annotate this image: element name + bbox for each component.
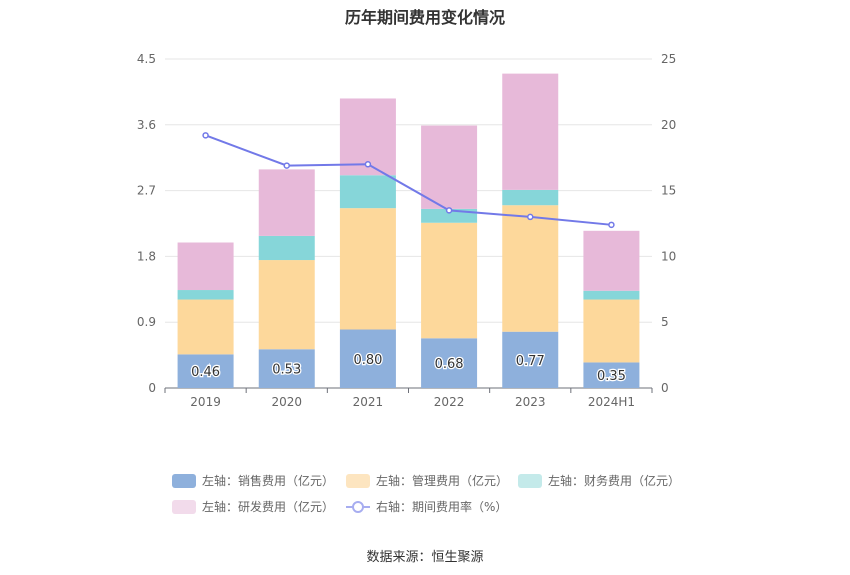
right-axis-tick-label: 5 <box>661 315 669 329</box>
legend-label-finance: 左轴：财务费用（亿元） <box>548 474 681 488</box>
bar-finance <box>339 175 396 209</box>
bar-rnd <box>258 169 315 236</box>
bar-finance <box>258 235 315 261</box>
legend-label-expense-ratio: 右轴：期间费用率（%） <box>376 500 508 514</box>
bar-admin <box>421 222 478 339</box>
x-axis-tick-label: 2020 <box>271 395 302 409</box>
expense-ratio-point <box>202 132 209 139</box>
bar-data-label: 0.35 <box>597 369 626 384</box>
expense-ratio-point <box>364 161 372 168</box>
legend-item-finance[interactable]: 左轴：财务费用（亿元） <box>518 472 680 489</box>
legend-label-rnd: 左轴：研发费用（亿元） <box>202 500 335 514</box>
legend-swatch-admin <box>346 473 370 488</box>
legend-swatch-rnd <box>172 499 196 514</box>
bar-sales <box>177 354 234 388</box>
left-axis-tick-label: 4.5 <box>137 52 156 66</box>
x-axis-tick-label: 2022 <box>434 395 465 409</box>
left-axis-tick-label: 2.7 <box>137 184 156 198</box>
bar-sales <box>583 362 640 388</box>
left-axis-tick-label: 1.8 <box>137 249 156 263</box>
bar-sales <box>258 349 315 388</box>
bar-admin <box>258 260 315 350</box>
right-axis-tick-label: 0 <box>661 381 669 395</box>
bar-data-label: 0.46 <box>191 365 220 380</box>
bar-admin <box>339 208 396 330</box>
bar-data-label: 0.80 <box>353 353 382 368</box>
data-source: 数据来源：恒生聚源 <box>366 550 484 565</box>
bar-finance <box>502 189 559 206</box>
right-axis-tick-label: 10 <box>661 249 676 263</box>
bar-admin <box>583 299 640 363</box>
bar-sales <box>502 331 559 388</box>
bar-rnd <box>583 230 640 291</box>
legend-item-expense-ratio[interactable]: 右轴：期间费用率（%） <box>346 498 507 515</box>
bar-rnd <box>177 242 234 291</box>
bar-rnd <box>502 73 559 190</box>
expense-ratio-point <box>445 207 453 214</box>
bar-data-label: 0.53 <box>272 363 301 378</box>
bar-admin <box>502 205 559 332</box>
legend-label-admin: 左轴：管理费用（亿元） <box>376 474 509 488</box>
legend-item-sales[interactable]: 左轴：销售费用（亿元） <box>172 472 334 489</box>
legend-label-sales: 左轴：销售费用（亿元） <box>202 474 335 488</box>
right-axis-tick-label: 15 <box>661 184 676 198</box>
legend-swatch-sales <box>172 473 196 488</box>
legend-swatch-finance <box>518 473 542 488</box>
x-axis-tick-label: 2023 <box>515 395 546 409</box>
expense-ratio-point <box>527 213 534 221</box>
chart-title: 历年期间费用变化情况 <box>344 8 505 27</box>
bar-sales <box>339 329 396 388</box>
left-axis-tick-label: 0.9 <box>137 315 156 329</box>
bar-data-label: 0.77 <box>516 354 545 369</box>
expense-ratio-line <box>205 134 612 226</box>
expense-ratio-point <box>608 221 615 229</box>
bar-rnd <box>421 125 478 209</box>
legend-item-rnd[interactable]: 左轴：研发费用（亿元） <box>172 498 334 515</box>
legend-item-admin[interactable]: 左轴：管理费用（亿元） <box>346 472 508 489</box>
expense-ratio-point <box>283 162 290 169</box>
bar-finance <box>583 290 640 300</box>
legend-swatch-expense-ratio <box>346 500 370 514</box>
right-axis-tick-label: 20 <box>661 118 676 132</box>
right-axis-tick-label: 25 <box>661 52 676 66</box>
bar-sales <box>421 338 478 388</box>
bar-data-label: 0.68 <box>435 357 464 372</box>
x-axis-tick-label: 2019 <box>190 395 221 409</box>
x-axis-tick-label: 2021 <box>353 395 384 409</box>
bar-finance <box>177 290 234 300</box>
x-axis-tick-label: 2024H1 <box>588 395 635 409</box>
bar-admin <box>177 299 234 355</box>
left-axis-tick-label: 3.6 <box>137 118 156 132</box>
left-axis-tick-label: 0 <box>148 381 156 395</box>
